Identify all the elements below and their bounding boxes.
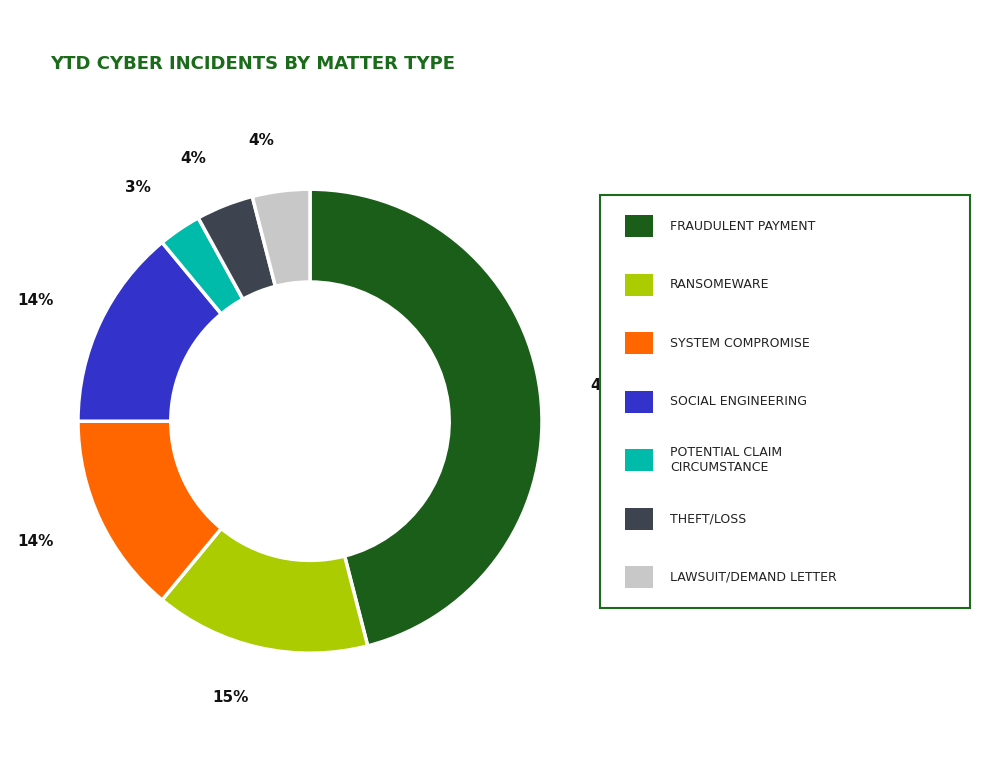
Text: 4%: 4% xyxy=(180,151,206,165)
Text: FRAUDULENT PAYMENT: FRAUDULENT PAYMENT xyxy=(670,220,815,232)
Text: 46%: 46% xyxy=(591,378,627,393)
Text: 4%: 4% xyxy=(249,133,275,148)
Text: SOCIAL ENGINEERING: SOCIAL ENGINEERING xyxy=(670,395,807,408)
Wedge shape xyxy=(198,197,275,300)
Wedge shape xyxy=(162,529,368,653)
Wedge shape xyxy=(78,243,221,421)
Text: 14%: 14% xyxy=(18,534,54,549)
Text: 3%: 3% xyxy=(125,179,151,194)
Wedge shape xyxy=(310,190,542,646)
Text: 15%: 15% xyxy=(212,690,248,705)
Text: SYSTEM COMPROMISE: SYSTEM COMPROMISE xyxy=(670,337,810,349)
Wedge shape xyxy=(78,421,221,600)
Text: LAWSUIT/DEMAND LETTER: LAWSUIT/DEMAND LETTER xyxy=(670,571,837,583)
Text: YTD CYBER INCIDENTS BY MATTER TYPE: YTD CYBER INCIDENTS BY MATTER TYPE xyxy=(50,55,455,73)
Text: POTENTIAL CLAIM
CIRCUMSTANCE: POTENTIAL CLAIM CIRCUMSTANCE xyxy=(670,446,782,474)
Wedge shape xyxy=(252,190,310,286)
Text: 14%: 14% xyxy=(18,293,54,308)
Text: RANSOMEWARE: RANSOMEWARE xyxy=(670,278,769,291)
Wedge shape xyxy=(162,218,243,314)
Text: THEFT/LOSS: THEFT/LOSS xyxy=(670,512,746,525)
